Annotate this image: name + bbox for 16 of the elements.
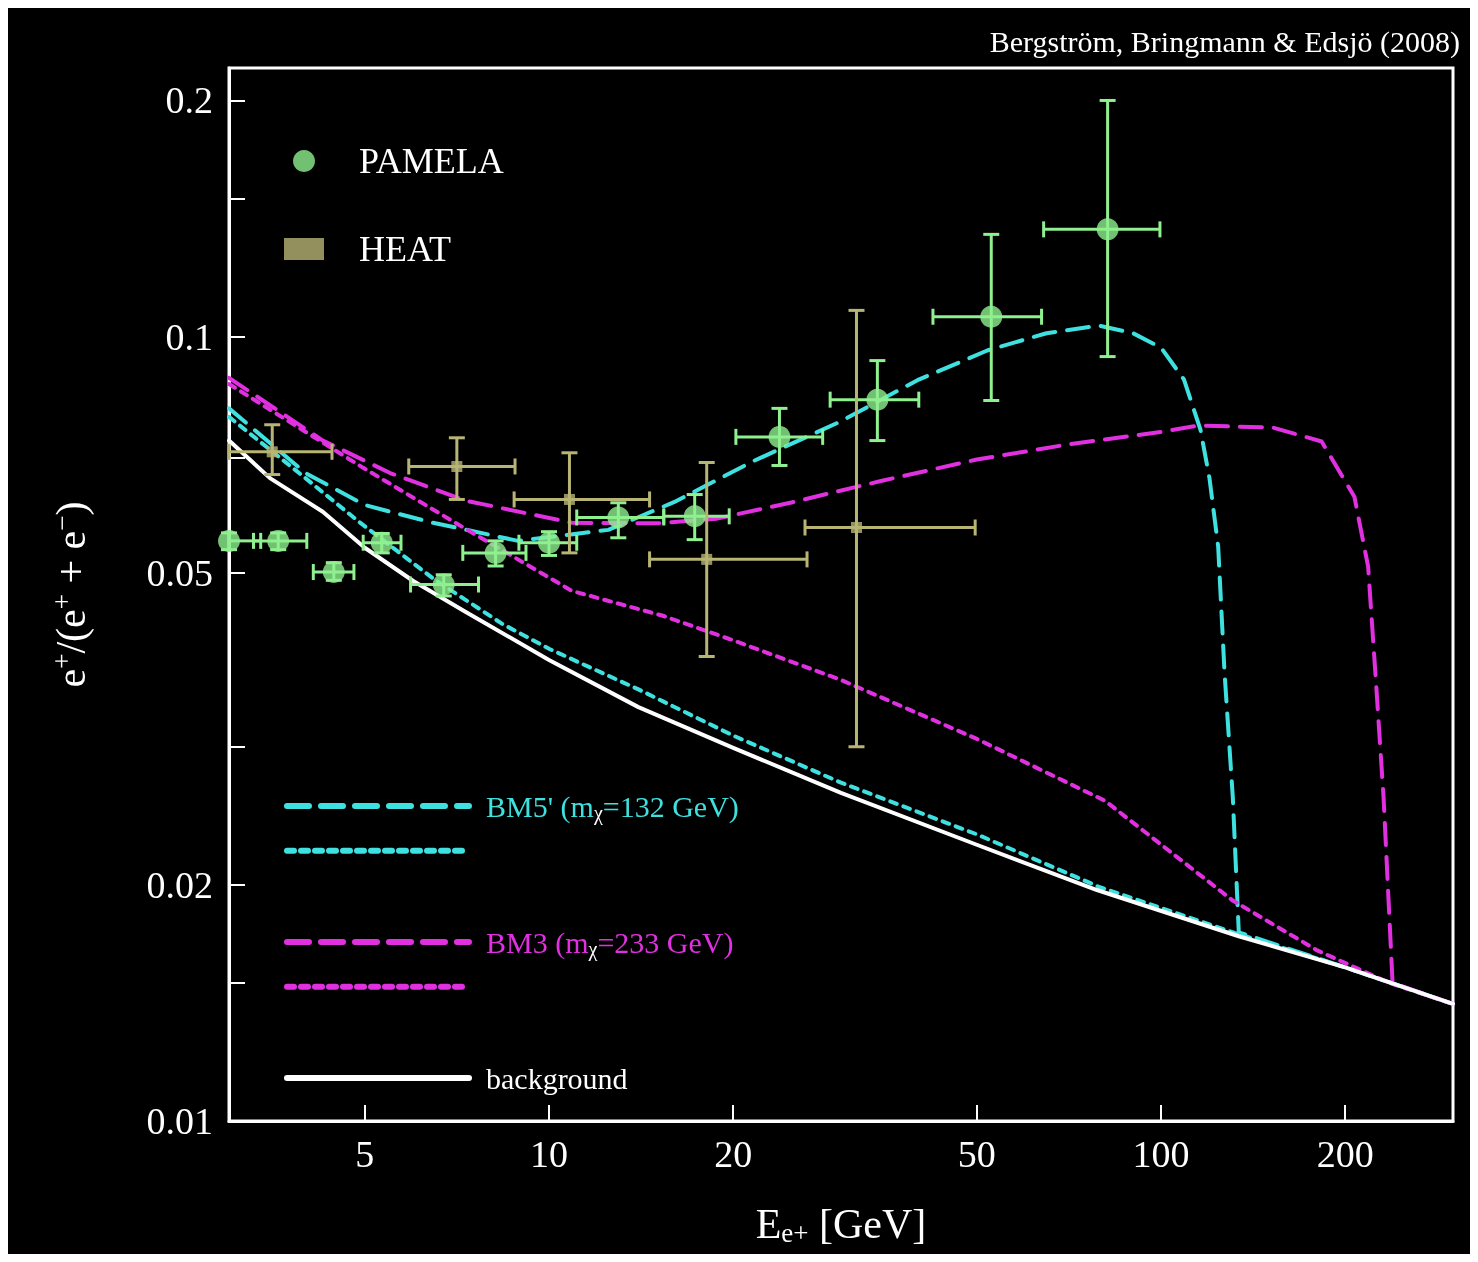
x-tick-label: 10 (530, 1133, 568, 1175)
y-tick-label: 0.05 (146, 551, 213, 594)
x-tick-label: 200 (1316, 1133, 1374, 1175)
x-tick-label: 100 (1132, 1133, 1190, 1175)
y-tick-label: 0.2 (165, 79, 213, 122)
legend-label: PAMELA (359, 141, 504, 181)
x-tick-label: 20 (714, 1133, 753, 1175)
y-tick-label: 0.1 (165, 315, 213, 358)
legend-label: HEAT (359, 229, 451, 269)
x-tick-label: 5 (355, 1133, 375, 1175)
text: Bergström, Bringmann & Edsjö (2008) (989, 24, 1461, 59)
text: background (486, 1061, 628, 1095)
x-tick-label: 50 (957, 1133, 996, 1175)
y-axis-title: e+/(e+ + e−) (46, 501, 96, 688)
y-tick-label: 0.02 (146, 863, 213, 906)
y-tick-label: 0.01 (146, 1100, 213, 1142)
